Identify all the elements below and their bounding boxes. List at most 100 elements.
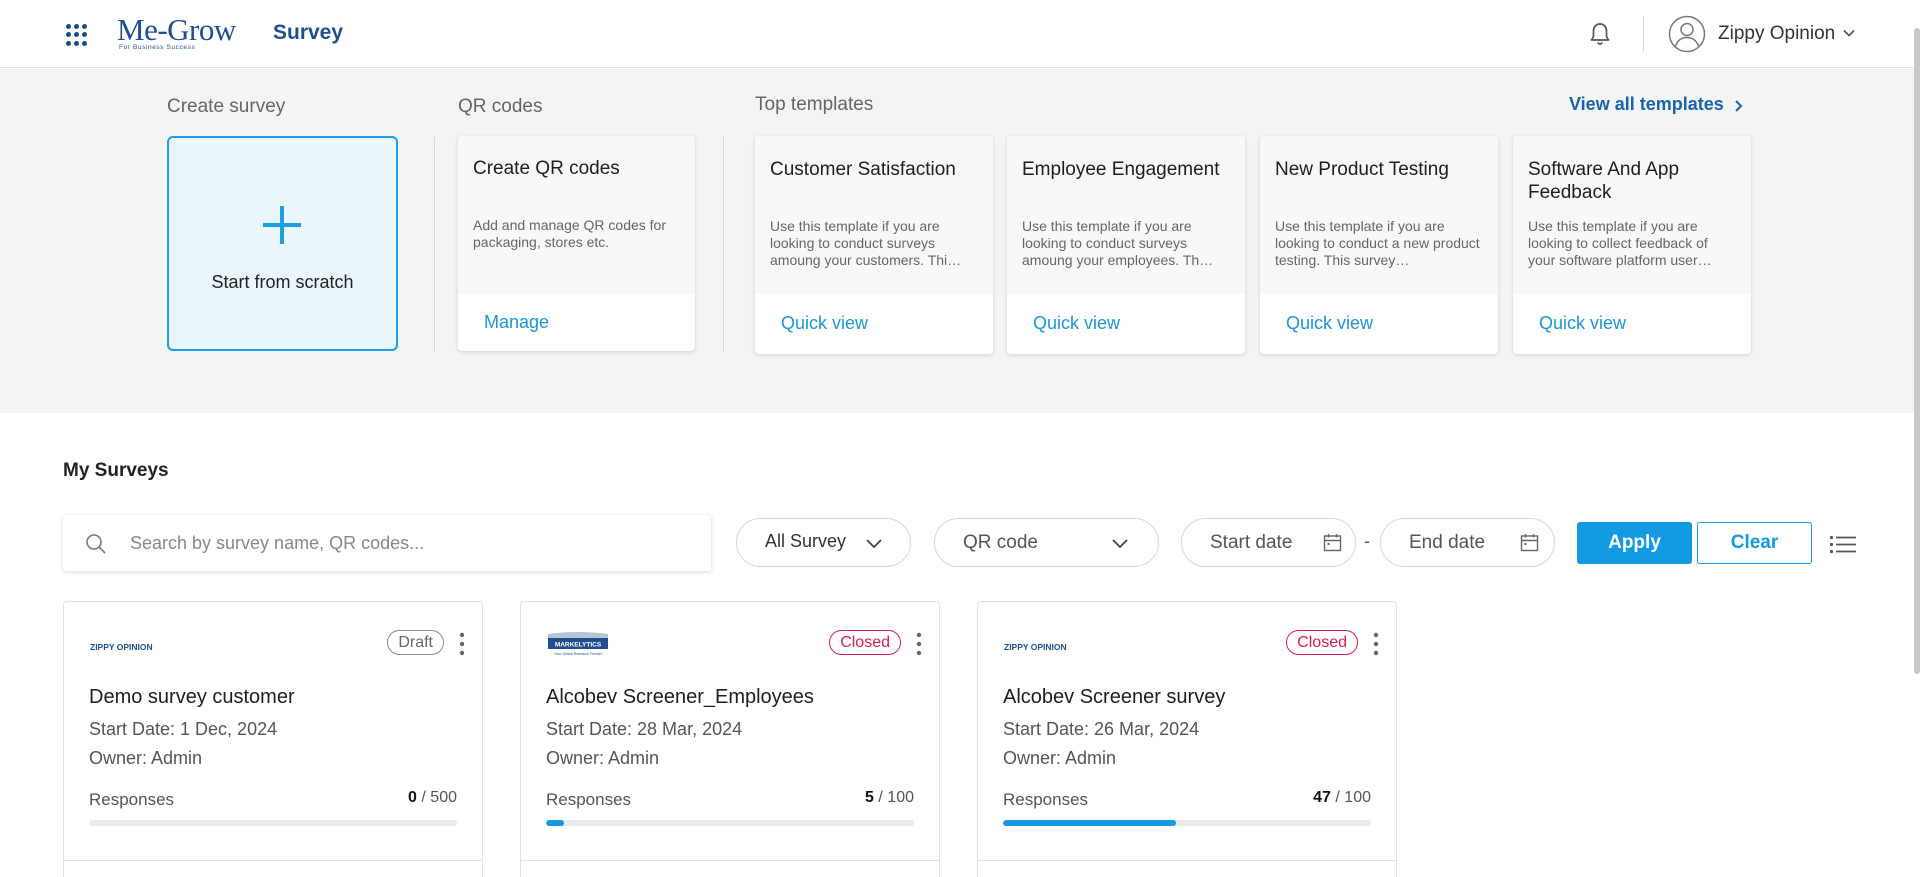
chevron-down-icon[interactable]	[1842, 28, 1856, 38]
apps-grid-icon[interactable]	[66, 24, 88, 46]
card-description: Add and manage QR codes for packaging, s…	[473, 217, 667, 250]
card-footer-divider	[978, 860, 1396, 861]
responses-count: 0 / 500	[408, 789, 457, 806]
survey-title[interactable]: Alcobev Screener_Employees	[546, 686, 814, 708]
kebab-menu-icon[interactable]	[916, 632, 922, 656]
survey-title[interactable]: Alcobev Screener survey	[1003, 686, 1226, 708]
chevron-down-icon	[1112, 539, 1128, 549]
section-title[interactable]: Survey	[273, 21, 344, 44]
responses-progress	[1003, 820, 1371, 826]
status-badge: Closed	[1286, 630, 1358, 655]
chevron-down-icon	[866, 539, 882, 549]
responses-count: 5 / 100	[865, 789, 914, 806]
template-card[interactable]: New Product Testing Use this template if…	[1260, 136, 1498, 354]
responses-limit: 100	[887, 789, 914, 806]
card-title: Create QR codes	[473, 158, 620, 179]
end-date-placeholder: End date	[1409, 532, 1486, 553]
list-view-icon[interactable]	[1829, 535, 1857, 554]
progress-fill	[546, 820, 565, 826]
template-description: Use this template if you are looking to …	[770, 218, 962, 268]
my-surveys-heading: My Surveys	[63, 460, 169, 481]
brand-tagline: Your Global Research Partner	[554, 652, 603, 656]
search-icon	[86, 534, 106, 554]
page-scrollbar[interactable]	[1914, 28, 1920, 674]
template-description: Use this template if you are looking to …	[1528, 218, 1712, 268]
responses-value: 47	[1313, 789, 1331, 806]
quick-view-link[interactable]: Quick view	[781, 313, 869, 333]
template-description: Use this template if you are looking to …	[1022, 218, 1214, 268]
calendar-icon[interactable]	[1520, 533, 1539, 552]
template-title: New Product Testing	[1275, 159, 1449, 180]
brand-text: ZIPPY OPINION	[90, 642, 153, 652]
responses-progress	[89, 820, 457, 826]
end-date-field[interactable]: End date	[1380, 518, 1555, 567]
survey-card[interactable]: MARKELYTICS Your Global Research Partner…	[520, 601, 940, 877]
responses-limit: 500	[430, 789, 457, 806]
responses-value: 5	[865, 789, 874, 806]
survey-card[interactable]: ZIPPY OPINION Draft Demo survey customer…	[63, 601, 483, 877]
survey-filter-dropdown[interactable]: All Survey	[736, 518, 911, 567]
template-card[interactable]: Customer Satisfaction Use this template …	[755, 136, 993, 354]
quick-view-link[interactable]: Quick view	[1033, 313, 1121, 333]
search-input[interactable]	[130, 529, 690, 557]
survey-start-date: Start Date: 1 Dec, 2024	[89, 719, 278, 739]
clear-button[interactable]: Clear	[1697, 522, 1812, 564]
responses-limit: 100	[1344, 789, 1371, 806]
status-badge: Closed	[829, 630, 901, 655]
manage-link[interactable]: Manage	[484, 312, 550, 332]
template-description: Use this template if you are looking to …	[1275, 218, 1480, 268]
template-card[interactable]: Software And App Feedback Use this templ…	[1513, 136, 1751, 354]
survey-title[interactable]: Demo survey customer	[89, 686, 295, 708]
card-body	[1260, 136, 1498, 294]
card-body	[1513, 136, 1751, 294]
progress-fill	[1003, 820, 1176, 826]
survey-owner: Owner: Admin	[89, 748, 203, 768]
quick-view-link[interactable]: Quick view	[1539, 313, 1627, 333]
apply-button[interactable]: Apply	[1577, 522, 1692, 564]
logo-tagline: For Business Success	[119, 44, 196, 51]
start-date-field[interactable]: Start date	[1181, 518, 1356, 567]
responses-label: Responses	[546, 790, 632, 809]
status-badge: Draft	[387, 630, 444, 655]
me-grow-logo[interactable]: Me-Grow For Business Success	[117, 12, 236, 54]
survey-owner: Owner: Admin	[1003, 748, 1117, 768]
kebab-menu-icon[interactable]	[459, 632, 465, 656]
brand-text: ZIPPY OPINION	[1004, 642, 1067, 652]
calendar-icon[interactable]	[1323, 533, 1342, 552]
view-all-templates-link[interactable]: View all templates	[1569, 94, 1724, 114]
survey-owner: Owner: Admin	[546, 748, 660, 768]
divider	[434, 137, 435, 352]
bell-icon[interactable]	[1588, 21, 1612, 47]
survey-start-date: Start Date: 28 Mar, 2024	[546, 719, 743, 739]
date-separator: -	[1364, 531, 1370, 551]
plus-icon	[263, 206, 301, 244]
template-card[interactable]: Employee Engagement Use this template if…	[1007, 136, 1245, 354]
logo-text: Me-Grow	[117, 12, 236, 47]
chevron-right-icon[interactable]	[1734, 99, 1743, 113]
divider	[723, 137, 724, 352]
qr-card: Create QR codes Add and manage QR codes …	[458, 136, 695, 351]
quick-view-link[interactable]: Quick view	[1286, 313, 1374, 333]
create-survey-label: Create survey	[167, 96, 286, 117]
qr-code-filter-value: QR code	[963, 532, 1038, 553]
kebab-menu-icon[interactable]	[1373, 632, 1379, 656]
search-box[interactable]	[63, 515, 711, 571]
card-body	[755, 136, 993, 294]
user-avatar-icon[interactable]	[1668, 15, 1706, 53]
header-divider	[1643, 16, 1644, 52]
card-body	[458, 136, 695, 294]
template-title: Employee Engagement	[1022, 159, 1220, 180]
user-name[interactable]: Zippy Opinion	[1718, 23, 1836, 44]
qr-code-filter-dropdown[interactable]: QR code	[934, 518, 1159, 567]
survey-card[interactable]: ZIPPY OPINION Closed Alcobev Screener su…	[977, 601, 1397, 877]
start-from-scratch-label: Start from scratch	[211, 272, 354, 292]
start-from-scratch-card[interactable]: Start from scratch	[167, 136, 398, 351]
responses-label: Responses	[1003, 790, 1089, 809]
brand-text: MARKELYTICS	[555, 642, 602, 649]
template-title: Software And App Feedback	[1528, 159, 1680, 203]
zippy-opinion-logo: ZIPPY OPINION	[90, 642, 153, 652]
top-templates-label: Top templates	[755, 94, 874, 115]
start-date-placeholder: Start date	[1210, 532, 1293, 553]
responses-value: 0	[408, 789, 417, 806]
template-title: Customer Satisfaction	[770, 159, 956, 180]
